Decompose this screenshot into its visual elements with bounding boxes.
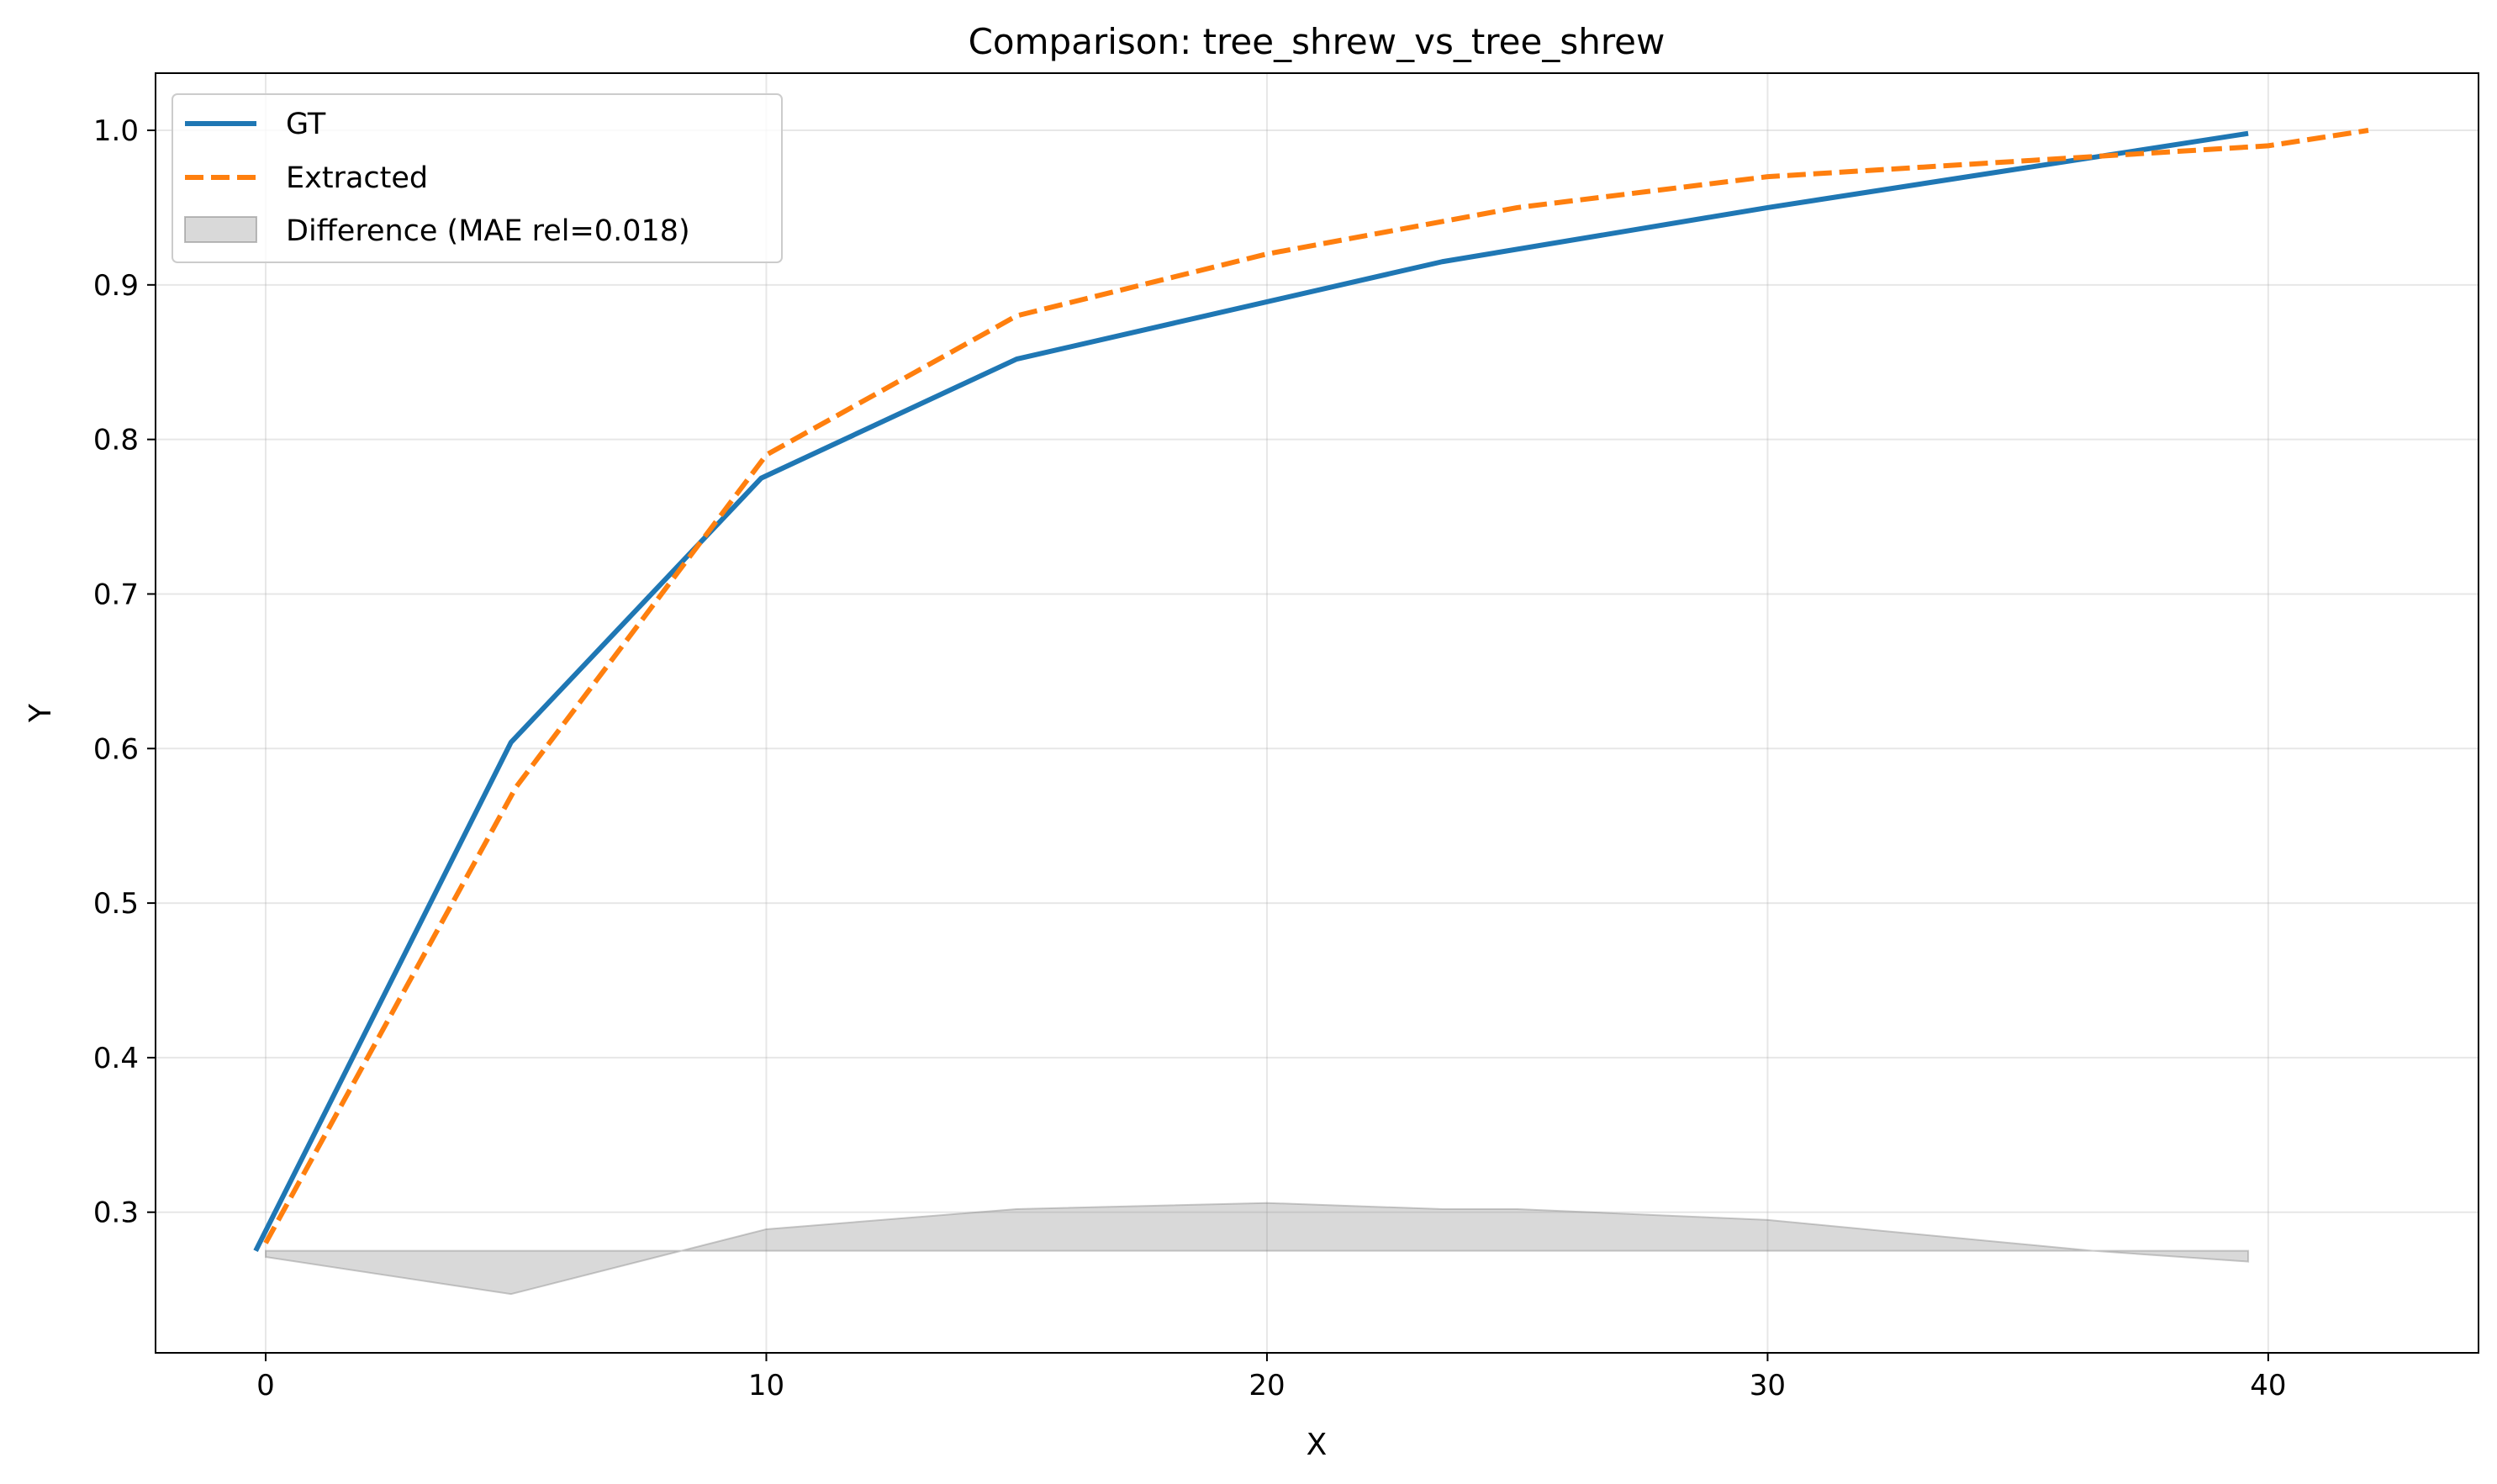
y-tick-label: 0.7 — [93, 578, 139, 611]
y-tick-label: 0.8 — [93, 424, 139, 457]
x-tick-label: 20 — [1248, 1369, 1285, 1402]
y-tick-label: 0.9 — [93, 269, 139, 303]
plot-frame — [155, 72, 2479, 1354]
x-tick-label: 30 — [1750, 1369, 1786, 1402]
y-tick-label: 0.3 — [93, 1196, 139, 1230]
series-line-gt — [253, 130, 2249, 1253]
x-tick-label: 40 — [2250, 1369, 2286, 1402]
x-axis-ticks: 0 10 20 30 40 — [256, 1353, 2287, 1402]
y-tick-label: 0.6 — [93, 732, 139, 766]
y-axis-ticks: 0.3 0.4 0.5 0.6 0.7 0.8 0.9 1.0 — [93, 114, 156, 1230]
difference-band-layer — [265, 1201, 2250, 1296]
series-line-extracted — [263, 128, 2369, 1244]
legend: GT Extracted Difference (MAE rel=0.018) — [172, 93, 783, 263]
difference-band — [265, 1201, 2250, 1296]
y-tick-label: 0.5 — [93, 887, 139, 921]
y-tick-label: 1.0 — [93, 114, 139, 148]
chart-title: Comparison: tree_shrew_vs_tree_shrew — [969, 21, 1666, 62]
x-tick-label: 10 — [748, 1369, 784, 1402]
y-tick-label: 0.4 — [93, 1042, 139, 1075]
legend-label-difference: Difference (MAE rel=0.018) — [286, 214, 690, 248]
x-tick-label: 0 — [256, 1369, 275, 1402]
legend-label-gt: GT — [286, 108, 326, 141]
legend-swatch-difference — [184, 216, 257, 243]
x-axis-label: X — [1307, 1428, 1328, 1462]
grid — [156, 73, 2479, 1353]
legend-label-extracted: Extracted — [286, 161, 428, 195]
y-axis-label: Y — [24, 703, 58, 723]
legend-box — [172, 93, 783, 263]
series-layer — [253, 128, 2369, 1253]
